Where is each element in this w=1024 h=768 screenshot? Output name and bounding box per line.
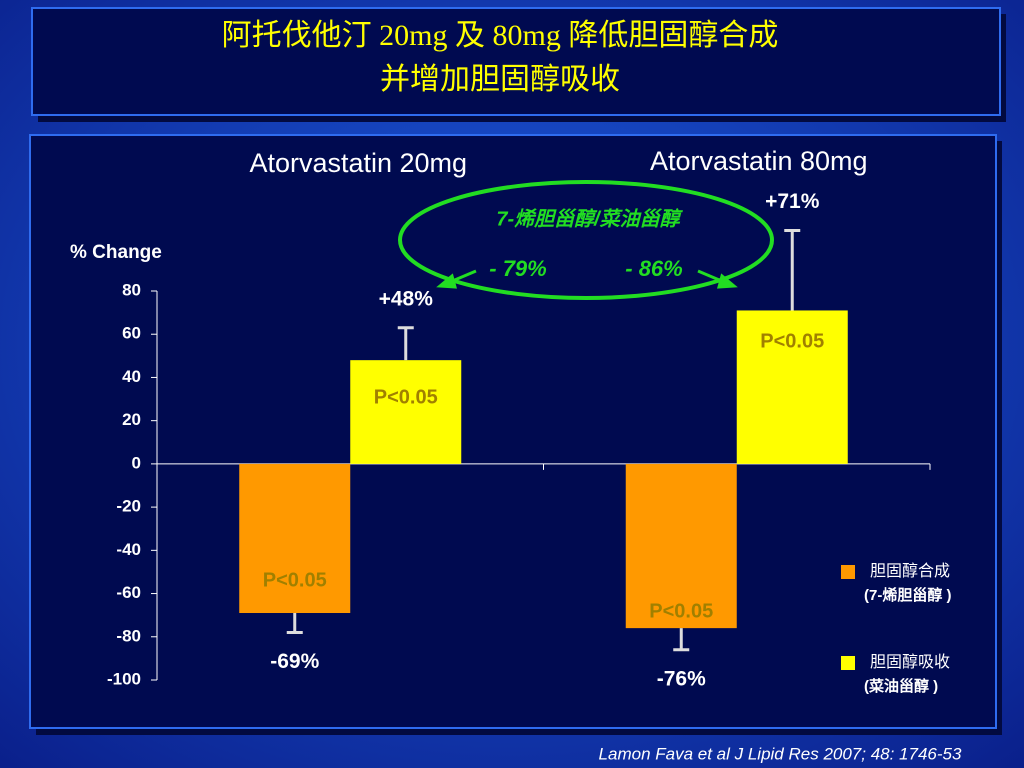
y-tick-label: -80 [116, 626, 141, 645]
legend-sublabel: (7-烯胆甾醇 ) [864, 586, 952, 604]
legend-sublabel: (菜油甾醇 ) [864, 677, 938, 695]
y-tick-label: 40 [122, 367, 141, 386]
y-axis-label: % Change [70, 242, 162, 263]
y-tick-label: -100 [107, 669, 141, 688]
y-tick-label: -20 [116, 497, 141, 516]
y-tick-label: 0 [132, 453, 141, 472]
p-label: P<0.05 [649, 600, 713, 622]
annotation-ellipse [398, 180, 774, 300]
category-label: Atorvastatin 20mg [249, 148, 467, 178]
value-label: +48% [379, 287, 434, 310]
bar [625, 463, 737, 629]
y-tick-label: 60 [122, 324, 141, 343]
annotation-label: - 79% [489, 256, 546, 281]
annotation-title: 7-烯胆甾醇/菜油甾醇 [496, 207, 683, 230]
bar [736, 310, 848, 464]
bar [350, 360, 462, 464]
y-tick-label: 20 [122, 410, 141, 429]
y-tick-label: -60 [116, 583, 141, 602]
category-label: Atorvastatin 80mg [650, 146, 868, 176]
value-label: +71% [765, 190, 820, 213]
p-label: P<0.05 [760, 331, 824, 353]
legend-label: 胆固醇合成 [870, 562, 950, 580]
bar [239, 463, 351, 614]
title-box [31, 7, 1001, 116]
y-tick-label: 80 [122, 280, 141, 299]
legend-label: 胆固醇吸收 [870, 653, 950, 671]
legend-swatch [841, 656, 855, 670]
value-label: -69% [270, 650, 319, 673]
annotation-label: - 86% [625, 256, 682, 281]
citation: Lamon Fava et al J Lipid Res 2007; 48: 1… [599, 744, 962, 763]
y-tick-label: -40 [116, 540, 141, 559]
p-label: P<0.05 [263, 569, 327, 591]
legend-swatch [841, 565, 855, 579]
title-line: 阿托伐他汀 20mg 及 80mg 降低胆固醇合成 [222, 19, 779, 52]
title-line: 并增加胆固醇吸收 [380, 63, 620, 96]
value-label: -76% [657, 667, 706, 690]
annotation-arrows [436, 269, 738, 289]
p-label: P<0.05 [374, 386, 438, 408]
